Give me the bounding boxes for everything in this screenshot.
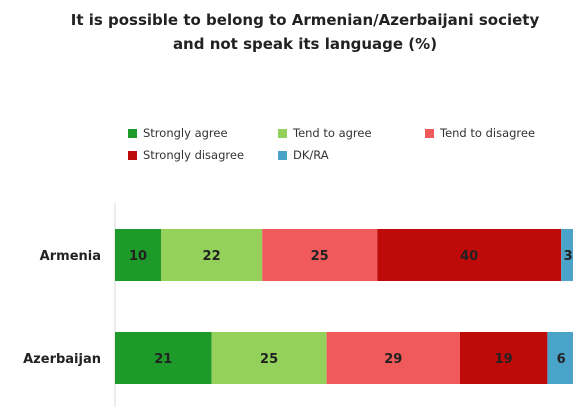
chart-title-line-2: and not speak its language (%) [172, 35, 438, 53]
legend-swatch-strongly-agree [128, 128, 137, 138]
bar-segment-armenia-tend-to-agree [161, 229, 263, 281]
legend-row-1: Strongly agree Tend to agree Tend to dis… [128, 122, 535, 144]
legend-item-strongly-disagree: Strongly disagree [128, 148, 278, 162]
data-label-armenia-tend-to-agree: 22 [203, 249, 221, 264]
bar-segment-armenia-tend-to-disagree [262, 229, 378, 281]
legend-swatch-dk-ra [278, 150, 287, 160]
data-label-armenia-dk-ra: 3 [564, 249, 573, 264]
bar-segment-azerbaijan-strongly-agree [115, 332, 212, 384]
bar-segment-azerbaijan-tend-to-disagree [326, 332, 460, 384]
bar-segment-armenia-strongly-agree [115, 229, 161, 281]
data-label-armenia-tend-to-disagree: 25 [311, 249, 329, 264]
bar-segment-armenia-dk-ra [561, 229, 573, 281]
category-label-azerbaijan: Azerbaijan [23, 352, 101, 367]
category-label-armenia: Armenia [40, 249, 101, 264]
legend-item-dk-ra: DK/RA [278, 148, 329, 162]
legend-item-tend-to-disagree: Tend to disagree [425, 126, 535, 140]
chart-legend: Strongly agree Tend to agree Tend to dis… [128, 122, 535, 166]
bar-segment-armenia-strongly-disagree [377, 229, 562, 281]
legend-swatch-strongly-disagree [128, 150, 137, 160]
legend-item-strongly-agree: Strongly agree [128, 126, 278, 140]
chart-title: It is possible to belong to Armenian/Aze… [0, 8, 573, 56]
legend-label-strongly-disagree: Strongly disagree [143, 148, 245, 162]
data-label-azerbaijan-dk-ra: 6 [557, 352, 566, 367]
legend-item-tend-to-agree: Tend to agree [278, 126, 425, 140]
legend-label-dk-ra: DK/RA [293, 148, 329, 162]
data-label-azerbaijan-strongly-disagree: 19 [495, 352, 513, 367]
legend-label-tend-to-disagree: Tend to disagree [440, 126, 536, 140]
bar-segment-azerbaijan-tend-to-agree [211, 332, 327, 384]
legend-swatch-tend-to-agree [278, 128, 287, 138]
legend-label-tend-to-agree: Tend to agree [293, 126, 372, 140]
data-label-armenia-strongly-disagree: 40 [460, 249, 478, 264]
stacked-bar-chart: Armenia 10 22 25 40 3 Azerbaijan 21 25 29 19 6 [23, 203, 573, 407]
legend-swatch-tend-to-disagree [425, 128, 434, 138]
data-label-azerbaijan-tend-to-agree: 25 [260, 352, 278, 367]
chart-title-line-1: It is possible to belong to Armenian/Aze… [70, 11, 540, 29]
bar-segment-azerbaijan-strongly-disagree [460, 332, 548, 384]
data-label-azerbaijan-strongly-agree: 21 [154, 352, 172, 367]
legend-row-2: Strongly disagree DK/RA [128, 144, 535, 166]
data-label-azerbaijan-tend-to-disagree: 29 [384, 352, 402, 367]
bar-segment-azerbaijan-dk-ra [547, 332, 573, 384]
legend-label-strongly-agree: Strongly agree [143, 126, 228, 140]
data-label-armenia-strongly-agree: 10 [129, 249, 147, 264]
